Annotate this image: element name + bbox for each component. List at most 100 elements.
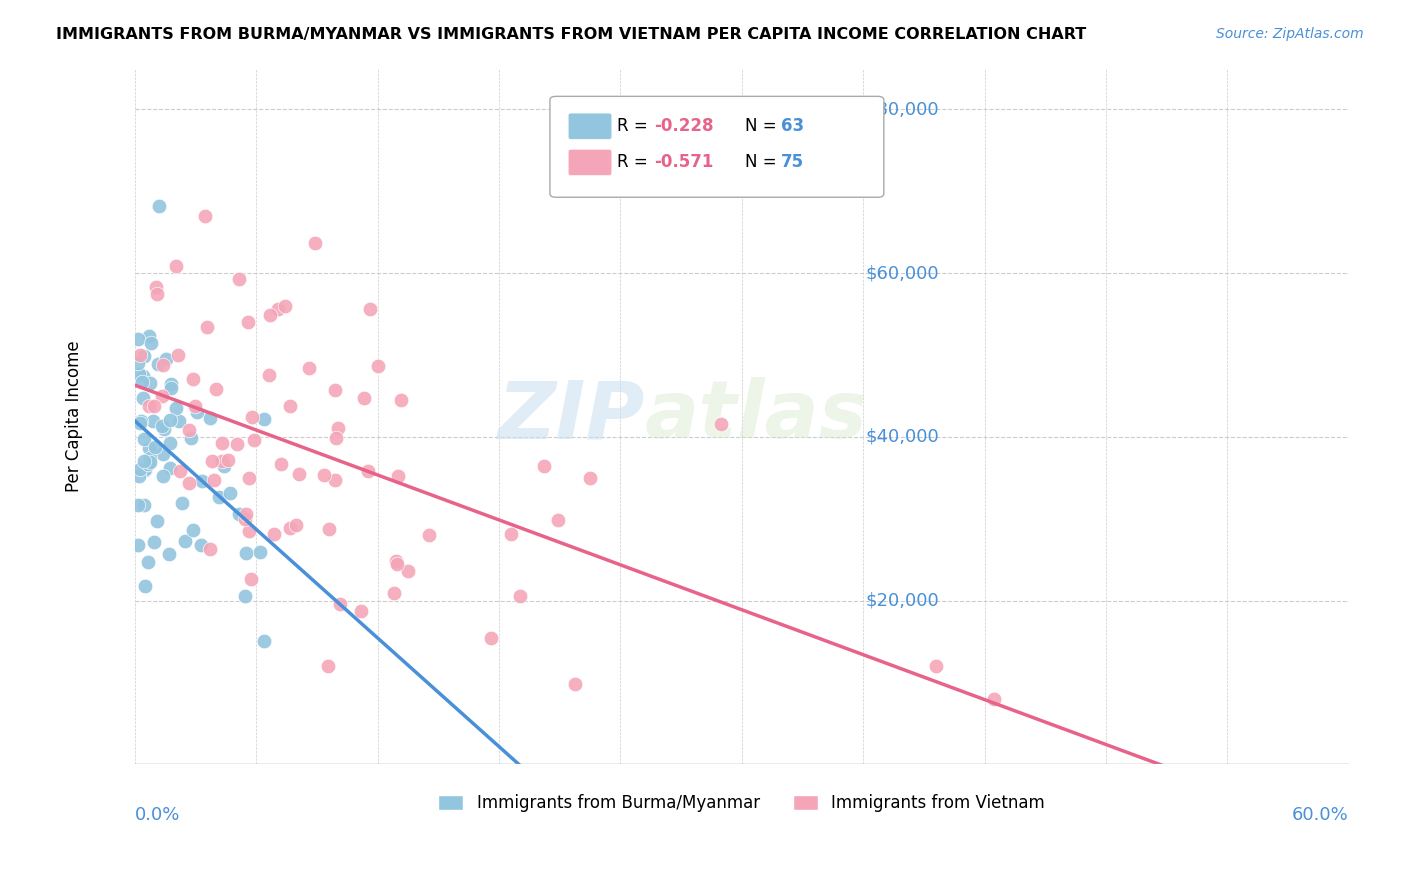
Point [142,534,165,549]
Point [499,527,522,541]
Point [325,431,347,445]
Point [128,469,150,483]
Point [129,416,152,430]
Point [152,358,174,372]
Text: 0.0%: 0.0% [135,806,180,824]
Point [218,486,240,500]
Point [139,376,162,391]
Text: 60.0%: 60.0% [1292,806,1348,824]
Text: -0.228: -0.228 [654,117,714,136]
Point [201,454,224,468]
FancyBboxPatch shape [568,149,612,176]
Text: 63: 63 [780,117,804,136]
Text: Per Capita Income: Per Capita Income [65,341,83,492]
Point [132,369,155,384]
Point [233,589,256,603]
Point [238,471,260,485]
Point [198,410,221,425]
Point [145,279,167,293]
Point [169,464,191,478]
Point [316,659,339,673]
Point [146,286,169,301]
Point [382,586,405,600]
Point [127,498,149,512]
Point [129,462,152,476]
Point [165,260,187,274]
Point [152,469,174,483]
Point [249,545,271,559]
Point [387,469,409,483]
FancyBboxPatch shape [550,96,884,197]
Point [134,498,156,512]
Text: $80,000: $80,000 [866,101,939,119]
Point [152,447,174,461]
Point [132,432,155,446]
Point [136,555,159,569]
Point [191,474,214,488]
Text: $20,000: $20,000 [866,591,939,609]
Point [479,631,502,645]
Point [138,399,160,413]
Text: N =: N = [745,153,782,171]
Point [170,496,193,510]
Point [127,538,149,552]
Point [367,359,389,373]
Point [181,523,204,537]
Point [242,434,264,448]
Point [212,459,235,474]
Point [131,414,153,428]
Point [159,547,181,561]
Point [153,421,176,435]
Point [202,474,225,488]
Text: N =: N = [745,117,782,136]
Text: R =: R = [617,153,652,171]
Point [143,399,166,413]
Point [710,417,733,432]
Text: ZIP: ZIP [498,377,644,456]
Point [198,541,221,556]
Point [418,528,440,542]
Point [155,352,177,367]
Point [270,457,292,471]
Point [138,442,160,456]
Point [179,476,201,491]
Point [357,464,380,478]
Point [318,522,340,536]
Point [173,533,195,548]
Point [396,565,419,579]
Point [389,392,412,407]
Point [194,209,217,223]
Point [181,372,204,386]
Point [184,399,207,413]
Text: IMMIGRANTS FROM BURMA/MYANMAR VS IMMIGRANTS FROM VIETNAM PER CAPITA INCOME CORRE: IMMIGRANTS FROM BURMA/MYANMAR VS IMMIGRA… [56,27,1087,42]
Point [134,454,156,468]
Point [509,589,531,603]
Point [217,452,239,467]
Text: $40,000: $40,000 [866,428,939,446]
Point [298,361,321,376]
Point [136,457,159,471]
Point [159,436,181,450]
Point [925,659,948,673]
Point [312,468,335,483]
Point [238,524,260,538]
Point [353,391,375,405]
Point [323,473,346,487]
Point [533,458,555,473]
Point [159,381,181,395]
Point [564,677,586,691]
Point [139,335,162,350]
Point [329,597,352,611]
Point [547,513,569,527]
Point [239,572,262,586]
Point [240,410,263,425]
Point [134,579,156,593]
Point [235,546,257,560]
Point [236,315,259,329]
Point [288,467,311,482]
Point [253,634,276,648]
Point [204,383,226,397]
Point [385,558,408,572]
Point [160,376,183,391]
Point [228,272,250,286]
